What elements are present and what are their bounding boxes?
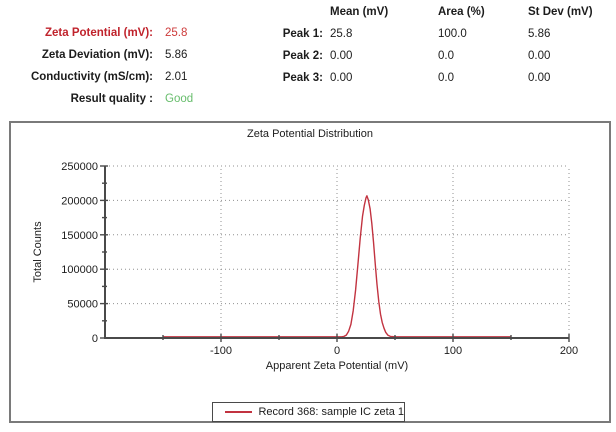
- peaks-table: Mean (mV) Area (%) St Dev (mV) Peak 1: 2…: [270, 1, 616, 89]
- zeta-distribution-chart: Zeta Potential Distribution 0 50000 100000…: [9, 121, 611, 423]
- peak1-mean: 25.8: [330, 28, 353, 40]
- peak1-label: Peak 1:: [282, 28, 323, 40]
- svg-text:200000: 200000: [61, 195, 98, 207]
- svg-text:-100: -100: [210, 345, 232, 357]
- peak2-area: 0.0: [438, 50, 454, 62]
- zeta-distribution-plot: 0 50000 100000 150000 200000 250000 -100 0 100 20…: [61, 161, 578, 357]
- result-quality-value: Good: [165, 93, 194, 105]
- zeta-deviation-value: 5.86: [165, 49, 188, 61]
- zeta-potential-value: 25.8: [165, 27, 188, 39]
- zeta-potential-label: Zeta Potential (mV):: [45, 27, 153, 39]
- svg-text:100: 100: [444, 345, 462, 357]
- chart-title: Zeta Potential Distribution: [247, 128, 373, 140]
- peaks-header-area: Area (%): [438, 6, 485, 18]
- legend-line-swatch: [225, 411, 253, 413]
- svg-text:50000: 50000: [67, 299, 98, 311]
- svg-text:0: 0: [334, 345, 340, 357]
- zeta-deviation-label: Zeta Deviation (mV):: [41, 49, 153, 61]
- svg-text:0: 0: [92, 333, 98, 345]
- chart-legend: Record 368: sample IC zeta 1: [212, 402, 405, 422]
- conductivity-value: 2.01: [165, 71, 188, 83]
- peaks-header-mean: Mean (mV): [330, 6, 389, 18]
- y-axis-title: Total Counts: [32, 221, 44, 283]
- svg-text:100000: 100000: [61, 264, 98, 276]
- peak3-label: Peak 3:: [282, 72, 323, 84]
- peak1-area: 100.0: [438, 28, 467, 40]
- peaks-header-stdev: St Dev (mV): [528, 6, 593, 18]
- conductivity-label: Conductivity (mS/cm):: [30, 71, 153, 83]
- legend-series-label: Record 368: sample IC zeta 1: [258, 406, 404, 418]
- peak1-stdev: 5.86: [528, 28, 551, 40]
- peaks-header-spacer: [270, 1, 323, 23]
- peak3-stdev: 0.00: [528, 72, 551, 84]
- peak3-mean: 0.00: [330, 72, 353, 84]
- peak3-area: 0.0: [438, 72, 454, 84]
- peak2-label: Peak 2:: [282, 50, 323, 62]
- svg-text:200: 200: [560, 345, 578, 357]
- result-quality-label: Result quality :: [70, 93, 153, 105]
- svg-text:150000: 150000: [61, 230, 98, 242]
- results-summary: Zeta Potential (mV): 25.8 Zeta Deviation…: [0, 22, 193, 110]
- peak2-mean: 0.00: [330, 50, 353, 62]
- x-axis-title: Apparent Zeta Potential (mV): [265, 360, 409, 372]
- peak2-stdev: 0.00: [528, 50, 551, 62]
- svg-text:250000: 250000: [61, 161, 98, 173]
